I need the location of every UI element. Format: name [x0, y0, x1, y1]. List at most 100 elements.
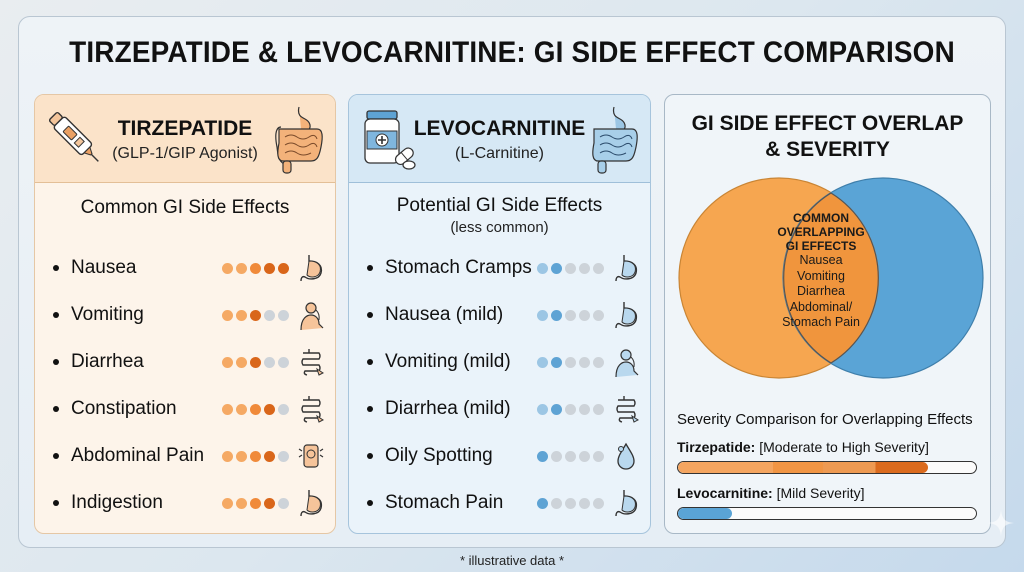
severity-dot — [551, 403, 562, 415]
section-title: Potential GI Side Effects — [396, 195, 603, 216]
side-effect-label: Oily Spotting — [385, 445, 493, 466]
levocarnitine-panel: LEVOCARNITINE (L-Carnitine) Potential GI… — [348, 94, 651, 534]
drug-name: TIRZEPATIDE — [117, 117, 253, 140]
levocarnitine-header: LEVOCARNITINE (L-Carnitine) — [349, 95, 650, 183]
venn-overlap-content: COMMON OVERLAPPING GI EFFECTS Nausea Vom… — [769, 211, 873, 331]
severity-dot — [579, 356, 590, 368]
side-effect-row: Abdominal Pain — [49, 439, 325, 473]
digestive-system-icon — [275, 106, 323, 174]
side-effect-label: Stomach Cramps — [385, 257, 532, 278]
side-effect-label: Constipation — [71, 398, 177, 419]
side-effect-row: Vomiting — [49, 298, 325, 332]
severity-dot — [551, 450, 562, 462]
tirzepatide-header: TIRZEPATIDE (GLP-1/GIP Agonist) — [35, 95, 335, 183]
severity-dot — [593, 262, 604, 274]
severity-dot — [236, 309, 247, 321]
tirzepatide-panel: TIRZEPATIDE (GLP-1/GIP Agonist) Common G… — [34, 94, 336, 534]
sparkle-icon — [988, 510, 1014, 536]
severity-dots — [222, 497, 289, 509]
venn-diagram — [678, 177, 984, 379]
drug-class: (L-Carnitine) — [455, 145, 544, 162]
bullet-icon — [367, 453, 373, 459]
side-effect-row: Oily Spotting — [363, 439, 640, 473]
severity-dots — [222, 403, 289, 415]
severity-dots — [537, 497, 604, 509]
severity-dot — [250, 403, 261, 415]
drug-label: Tirzepatide: — [677, 439, 756, 455]
severity-desc: [Moderate to High Severity] — [759, 439, 929, 455]
stomach-icon — [615, 302, 638, 329]
severity-dot — [250, 450, 261, 462]
venn-item: Nausea — [799, 253, 843, 267]
side-effect-row: Diarrhea — [49, 345, 325, 379]
severity-dot — [551, 356, 562, 368]
bullet-icon — [367, 500, 373, 506]
severity-dot — [579, 262, 590, 274]
severity-dots — [537, 309, 604, 321]
bullet-icon — [53, 359, 59, 365]
severity-dot — [250, 309, 261, 321]
injection-pen-icon — [48, 111, 99, 162]
severity-dot — [278, 450, 289, 462]
side-effect-row: Diarrhea (mild) — [363, 392, 640, 426]
severity-bar-fill — [678, 508, 732, 519]
severity-dot — [264, 262, 275, 274]
severity-dot — [537, 262, 548, 274]
side-effect-row: Indigestion — [49, 486, 325, 520]
severity-dot — [236, 262, 247, 274]
severity-dot — [579, 497, 590, 509]
severity-dots — [222, 309, 289, 321]
severity-dot — [222, 450, 233, 462]
venn-heading: GI EFFECTS — [785, 239, 857, 253]
severity-dot — [222, 309, 233, 321]
venn-item: Abdominal/ — [789, 299, 853, 314]
severity-dot — [593, 356, 604, 368]
side-effect-label: Diarrhea — [71, 351, 144, 372]
droplet-icon — [617, 442, 635, 470]
severity-dot — [565, 309, 576, 321]
severity-dot — [264, 356, 275, 368]
stomach-icon — [615, 255, 638, 282]
footnote: * illustrative data * — [459, 553, 565, 568]
severity-dot — [593, 309, 604, 321]
severity-dot — [593, 497, 604, 509]
bullet-icon — [53, 406, 59, 412]
severity-bar-tirzepatide — [677, 461, 977, 474]
severity-bar-fill — [678, 462, 929, 473]
drug-label: Levocarnitine: — [677, 485, 773, 501]
side-effect-label: Stomach Pain — [385, 492, 504, 513]
severity-dot — [222, 403, 233, 415]
side-effect-label: Vomiting (mild) — [385, 351, 511, 372]
side-effect-label: Nausea — [71, 257, 137, 278]
side-effect-label: Indigestion — [71, 492, 163, 513]
bullet-icon — [367, 406, 373, 412]
severity-dot — [579, 450, 590, 462]
overlap-title: GI SIDE EFFECT OVERLAP & SEVERITY — [665, 111, 990, 163]
bullet-icon — [53, 265, 59, 271]
severity-dot — [565, 262, 576, 274]
severity-label-tirzepatide: Tirzepatide: [Moderate to High Severity] — [677, 439, 929, 455]
severity-dot — [264, 497, 275, 509]
vomiting-person-icon — [300, 302, 324, 330]
severity-dot — [537, 403, 548, 415]
severity-dot — [236, 497, 247, 509]
side-effect-label: Vomiting — [71, 304, 144, 325]
severity-dot — [264, 403, 275, 415]
severity-dots — [222, 356, 289, 368]
venn-heading: COMMON — [793, 211, 849, 225]
severity-dots — [537, 450, 604, 462]
severity-dot — [579, 309, 590, 321]
digestive-system-icon — [592, 106, 638, 174]
severity-dots — [222, 262, 289, 274]
overlap-panel: GI SIDE EFFECT OVERLAP & SEVERITY COMMON… — [664, 94, 991, 534]
severity-dots — [222, 450, 289, 462]
section-subtitle: (less common) — [450, 219, 549, 236]
severity-dot — [236, 450, 247, 462]
vomiting-person-icon — [615, 349, 639, 377]
severity-dot — [278, 497, 289, 509]
venn-item: Vomiting — [797, 268, 845, 283]
venn-item: Stomach Pain — [782, 315, 860, 329]
side-effect-row: Nausea — [49, 251, 325, 285]
intestine-icon — [616, 396, 639, 423]
side-effect-label: Diarrhea (mild) — [385, 398, 511, 419]
